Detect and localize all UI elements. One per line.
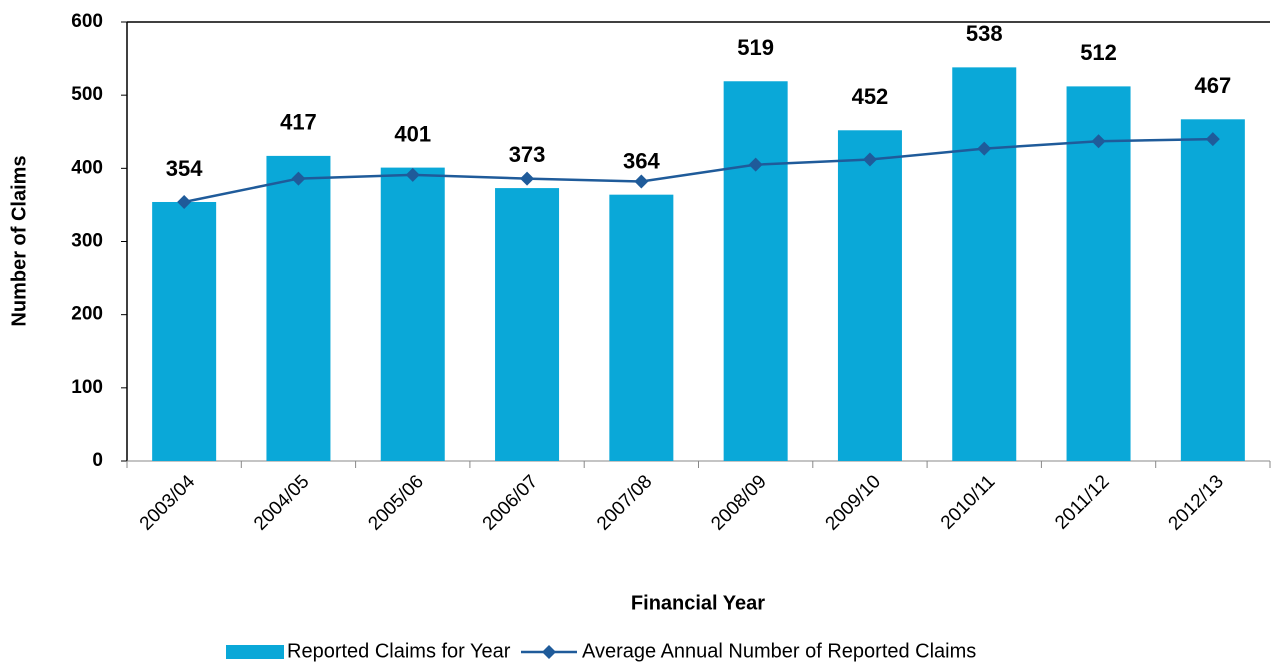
marker bbox=[1205, 132, 1220, 147]
legend-swatch bbox=[226, 645, 284, 659]
y-tick-label: 400 bbox=[71, 157, 103, 178]
marker bbox=[862, 152, 877, 167]
legend-label: Reported Claims for Year bbox=[287, 640, 511, 662]
bar bbox=[723, 81, 788, 461]
data-label: 512 bbox=[1080, 40, 1117, 65]
x-axis-title: Financial Year bbox=[631, 592, 765, 614]
marker bbox=[634, 174, 649, 189]
x-tick-label: 2003/04 bbox=[136, 471, 200, 535]
x-tick-label: 2008/09 bbox=[707, 471, 770, 534]
legend-label: Average Annual Number of Reported Claims bbox=[582, 640, 976, 662]
y-axis-title: Number of Claims bbox=[8, 155, 30, 326]
y-tick-label: 600 bbox=[71, 11, 103, 32]
data-label: 373 bbox=[509, 142, 546, 167]
x-tick-label: 2009/10 bbox=[822, 471, 885, 534]
x-tick-label: 2007/08 bbox=[593, 471, 656, 534]
data-label: 417 bbox=[280, 110, 317, 135]
marker bbox=[291, 171, 306, 186]
bar bbox=[152, 201, 217, 462]
bar bbox=[380, 167, 445, 461]
bar bbox=[1066, 86, 1131, 462]
bar bbox=[837, 130, 902, 461]
y-tick-label: 200 bbox=[71, 304, 103, 325]
y-tick-label: 500 bbox=[71, 84, 103, 105]
bar bbox=[495, 188, 560, 462]
y-tick-label: 300 bbox=[71, 231, 103, 252]
marker bbox=[520, 171, 535, 186]
bar bbox=[1180, 119, 1245, 461]
legend-marker bbox=[542, 645, 556, 659]
bar bbox=[266, 155, 331, 461]
marker bbox=[177, 194, 192, 209]
data-label: 354 bbox=[166, 156, 203, 181]
x-tick-label: 2011/12 bbox=[1051, 471, 1113, 533]
bar bbox=[609, 194, 674, 461]
data-label: 519 bbox=[737, 35, 774, 60]
line bbox=[183, 137, 1213, 204]
x-tick-label: 2004/05 bbox=[250, 471, 313, 534]
x-tick-label: 2006/07 bbox=[479, 471, 542, 534]
data-label: 364 bbox=[623, 148, 660, 173]
marker bbox=[748, 157, 763, 172]
marker bbox=[405, 167, 420, 182]
x-tick-label: 2010/11 bbox=[937, 471, 999, 533]
y-tick-label: 0 bbox=[92, 450, 103, 471]
data-label: 538 bbox=[966, 21, 1003, 46]
bar bbox=[952, 67, 1017, 461]
x-tick-label: 2012/13 bbox=[1165, 471, 1228, 534]
x-tick-label: 2005/06 bbox=[364, 471, 427, 534]
marker bbox=[1091, 134, 1106, 149]
data-label: 467 bbox=[1194, 73, 1231, 98]
data-label: 452 bbox=[852, 84, 889, 109]
y-tick-label: 100 bbox=[71, 377, 103, 398]
data-label: 401 bbox=[394, 121, 431, 146]
marker bbox=[977, 141, 992, 156]
